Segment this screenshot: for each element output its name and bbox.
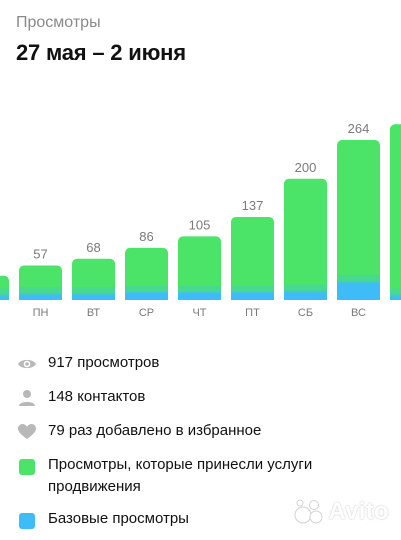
- x-tick-label: СР: [139, 307, 154, 319]
- x-tick-label: ПН: [33, 307, 49, 319]
- bar-ВТ: [72, 258, 115, 300]
- bar-base-segment: [19, 293, 62, 300]
- avito-logo-icon: [294, 499, 323, 524]
- bar-value-label: 264: [348, 121, 370, 136]
- bar-edge-0: [0, 275, 9, 300]
- bar-value-label: 200: [295, 160, 317, 175]
- bar-promoted-segment: [178, 236, 221, 300]
- base-color-swatch: [17, 511, 37, 531]
- avito-watermark: Avito: [294, 498, 389, 526]
- bar-base-segment: [231, 292, 274, 300]
- legend-base-label: Базовые просмотры: [48, 510, 189, 527]
- x-tick-label: ЧТ: [192, 307, 206, 319]
- bar-segment-blend: [231, 286, 274, 294]
- bar-promoted-segment: [284, 178, 327, 300]
- page-title: 27 мая – 2 июня: [16, 40, 186, 65]
- bar-segment-blend: [19, 287, 62, 296]
- stat-views-text: 917 просмотров: [48, 354, 160, 371]
- x-tick-label: ВС: [351, 307, 366, 319]
- stat-contacts-text: 148 контактов: [48, 388, 146, 405]
- bar-base-segment: [178, 292, 221, 300]
- bar-ЧТ: [178, 236, 221, 300]
- eye-icon: [17, 354, 37, 374]
- x-tick-label: ПТ: [245, 307, 260, 319]
- bar-value-label: 86: [139, 229, 153, 244]
- bar-promoted-segment: [390, 124, 401, 300]
- bar-base-segment: [125, 292, 168, 300]
- bar-value-label: 57: [33, 246, 47, 261]
- bar-segment-blend: [0, 288, 9, 297]
- x-tick-label: СБ: [298, 307, 313, 319]
- bar-ВС: [337, 140, 380, 300]
- bar-ПТ: [231, 216, 274, 300]
- bar-base-segment: [337, 281, 380, 300]
- bar-СР: [125, 247, 168, 300]
- bar-ПН: [19, 265, 62, 300]
- heart-icon: [17, 422, 37, 442]
- bar-value-label: 137: [242, 198, 264, 213]
- bar-value-label: 68: [86, 240, 100, 255]
- promoted-color-swatch: [17, 457, 37, 477]
- bar-СБ: [284, 178, 327, 300]
- bar-value-label: 105: [189, 217, 211, 232]
- chart-svg: 57 ПН 68 ВТ 86 СР 105 ЧТ 137 ПТ 200 СБ 264 ВС: [0, 121, 401, 319]
- bar-base-segment: [0, 294, 9, 300]
- avito-logo-text: Avito: [328, 498, 389, 525]
- bar-segment-blend: [125, 286, 168, 294]
- bar-segment-blend: [390, 288, 401, 297]
- bar-edge-8: [390, 124, 401, 300]
- bar-segment-blend: [72, 287, 115, 296]
- bar-segment-blend: [284, 284, 327, 293]
- x-tick-label: ВТ: [87, 307, 101, 319]
- bar-segment-blend: [337, 275, 380, 284]
- stat-favorites-text: 79 раз добавлено в избранное: [48, 422, 262, 439]
- person-icon: [17, 388, 37, 408]
- bar-base-segment: [72, 293, 115, 300]
- views-bar-chart: 57 ПН 68 ВТ 86 СР 105 ЧТ 137 ПТ 200 СБ 264 ВС: [0, 110, 401, 325]
- page-subtitle: Просмотры: [16, 14, 101, 31]
- bar-promoted-segment: [337, 140, 380, 300]
- bar-segment-blend: [178, 286, 221, 294]
- legend-promoted-label: Просмотры, которые принесли услуги продв…: [48, 456, 313, 495]
- bar-base-segment: [284, 290, 327, 300]
- bar-base-segment: [390, 294, 401, 300]
- bar-promoted-segment: [231, 216, 274, 300]
